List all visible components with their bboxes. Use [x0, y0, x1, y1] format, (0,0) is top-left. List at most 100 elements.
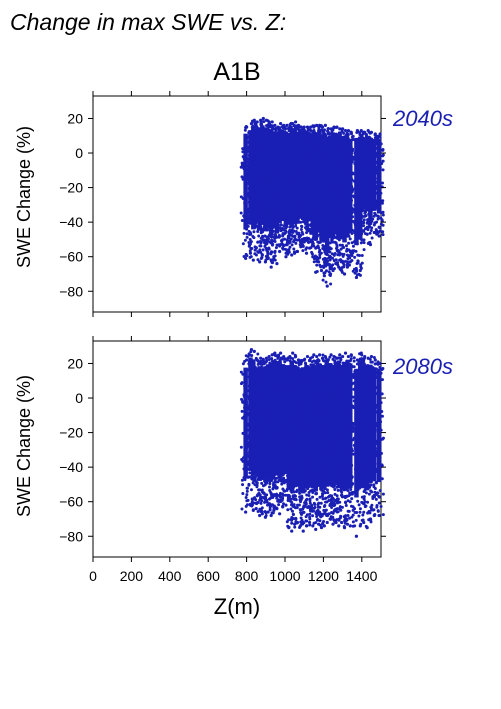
- data-point: [268, 198, 272, 202]
- data-point: [289, 132, 293, 136]
- data-point: [288, 245, 292, 249]
- data-point: [265, 256, 269, 260]
- data-point: [294, 148, 298, 152]
- data-point: [333, 240, 337, 244]
- data-point: [294, 361, 298, 365]
- data-point: [255, 216, 259, 220]
- data-point: [273, 399, 277, 403]
- data-point: [363, 186, 367, 190]
- data-point: [263, 447, 267, 451]
- data-point: [311, 495, 315, 499]
- data-point-min: [263, 260, 268, 264]
- data-point: [273, 447, 277, 451]
- data-point: [246, 498, 250, 502]
- scatter-points-2040s: [239, 116, 385, 288]
- data-point-max: [270, 120, 274, 124]
- data-point-max: [252, 118, 256, 122]
- data-point: [380, 218, 384, 222]
- data-point: [301, 473, 305, 477]
- data-point: [292, 423, 296, 427]
- data-point: [244, 218, 248, 222]
- data-point: [261, 357, 265, 361]
- data-point: [286, 493, 290, 497]
- data-point: [288, 123, 292, 127]
- data-point: [362, 208, 366, 212]
- data-point-min: [354, 275, 359, 280]
- data-point: [242, 476, 246, 480]
- data-point: [330, 145, 334, 149]
- data-point: [344, 213, 348, 217]
- data-point: [261, 248, 265, 252]
- data-point: [370, 219, 374, 223]
- data-point: [371, 207, 375, 211]
- data-point: [287, 380, 291, 384]
- data-point-max: [335, 125, 339, 129]
- data-point: [359, 134, 363, 138]
- data-point: [250, 207, 254, 211]
- data-point: [354, 151, 358, 155]
- data-point: [293, 130, 297, 134]
- panel-2080s: 200−20−40−60−800 200 400 600 800 1000 1200 1400…: [14, 336, 453, 619]
- data-point: [309, 182, 313, 186]
- data-point: [347, 142, 351, 146]
- data-point: [250, 399, 254, 403]
- data-point: [289, 199, 293, 203]
- data-point: [373, 205, 377, 209]
- data-point: [268, 233, 272, 237]
- data-point: [250, 150, 254, 154]
- data-point: [276, 465, 280, 469]
- data-point: [301, 211, 305, 215]
- data-point: [257, 467, 261, 471]
- data-point: [273, 354, 277, 358]
- data-point: [299, 362, 303, 366]
- data-point-max: [296, 358, 301, 362]
- data-point: [295, 483, 299, 487]
- data-point: [284, 379, 288, 383]
- data-point: [271, 483, 275, 487]
- data-point: [281, 247, 285, 251]
- data-point: [244, 202, 248, 206]
- data-point: [258, 457, 262, 461]
- data-point: [291, 494, 295, 498]
- data-point: [318, 184, 322, 188]
- data-point: [318, 148, 322, 152]
- data-point: [243, 406, 247, 410]
- data-point: [338, 267, 342, 271]
- data-point: [307, 436, 311, 440]
- data-point: [307, 401, 311, 405]
- data-point: [288, 127, 292, 131]
- data-point: [332, 155, 336, 159]
- data-point: [333, 216, 337, 220]
- data-point: [339, 220, 343, 224]
- data-point: [381, 153, 385, 157]
- y-axis-label-2040s: SWE Change (%): [14, 126, 34, 268]
- data-point: [289, 389, 293, 393]
- data-point: [310, 218, 314, 222]
- data-point: [278, 152, 282, 156]
- data-point: [308, 164, 312, 168]
- data-point: [240, 478, 244, 482]
- data-point: [301, 373, 305, 377]
- data-point: [257, 234, 261, 238]
- data-point: [268, 464, 272, 468]
- data-point: [253, 201, 257, 205]
- data-point: [281, 384, 285, 388]
- data-point: [303, 132, 307, 136]
- data-point: [303, 361, 307, 365]
- data-point: [286, 252, 290, 256]
- data-point: [266, 409, 270, 413]
- data-point: [307, 131, 311, 135]
- data-point: [279, 214, 283, 218]
- data-point: [241, 483, 245, 487]
- data-point: [286, 440, 290, 444]
- dense-point-band: [336, 135, 342, 237]
- data-point: [279, 432, 283, 436]
- data-point: [286, 164, 290, 168]
- data-point: [255, 125, 259, 129]
- data-point: [342, 131, 346, 135]
- data-point: [253, 475, 257, 479]
- data-point: [283, 130, 287, 134]
- data-point: [371, 200, 375, 204]
- data-point: [274, 142, 278, 146]
- data-point-min: [272, 255, 276, 259]
